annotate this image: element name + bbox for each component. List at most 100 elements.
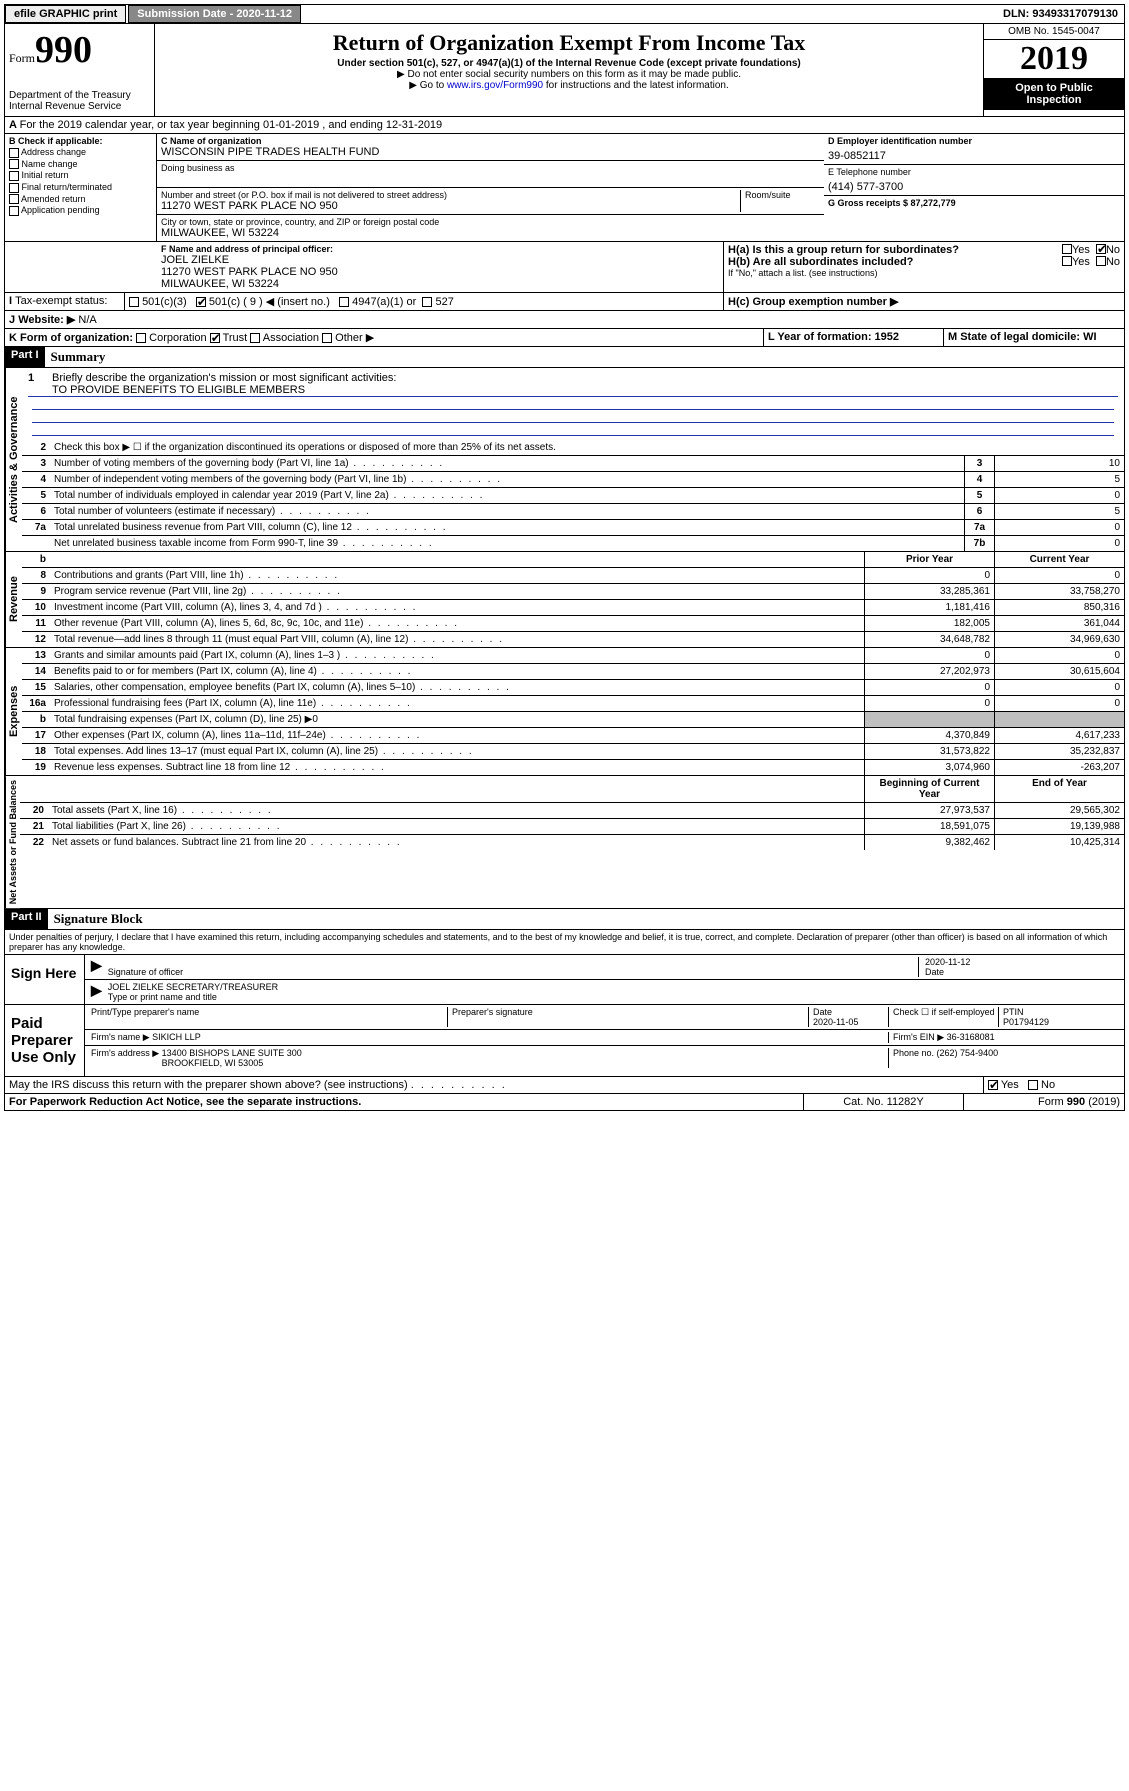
hb-no-checkbox[interactable]: [1096, 256, 1106, 266]
form-title: Return of Organization Exempt From Incom…: [161, 30, 977, 56]
501c-checkbox[interactable]: [196, 297, 206, 307]
yes-label: Yes: [1072, 244, 1090, 256]
officer-name: JOEL ZIELKE: [161, 254, 719, 266]
other-checkbox[interactable]: [322, 333, 332, 343]
firm-ein: Firm's EIN ▶ 36-3168081: [888, 1032, 1118, 1043]
opt-label: Trust: [223, 332, 248, 344]
opt-label: 501(c) ( 9 ) ◀ (insert no.): [209, 296, 330, 308]
paperwork-notice: For Paperwork Reduction Act Notice, see …: [5, 1094, 804, 1110]
section-b-label: B Check if applicable:: [9, 136, 152, 146]
current-year-header: Current Year: [994, 552, 1124, 567]
ha-yes-checkbox[interactable]: [1062, 244, 1072, 254]
j-label: J: [9, 314, 15, 326]
501c3-checkbox[interactable]: [129, 297, 139, 307]
line-2-text: Check this box ▶ ☐ if the organization d…: [50, 440, 1124, 455]
firm-addr: 13400 BISHOPS LANE SUITE 300 BROOKFIELD,…: [162, 1048, 302, 1068]
4947-checkbox[interactable]: [339, 297, 349, 307]
dept-label: Department of the Treasury Internal Reve…: [9, 90, 150, 112]
mission-label: Briefly describe the organization's miss…: [52, 372, 396, 384]
hc-label: H(c) Group exemption number ▶: [724, 293, 1124, 310]
ptin-label: PTIN: [1003, 1007, 1024, 1017]
name-change-checkbox[interactable]: [9, 159, 19, 169]
efile-button[interactable]: efile GRAPHIC print: [5, 5, 126, 23]
chk-label: Final return/terminated: [22, 182, 113, 192]
city-label: City or town, state or province, country…: [161, 217, 820, 227]
527-checkbox[interactable]: [422, 297, 432, 307]
hb-label: H(b) Are all subordinates included?: [728, 256, 1062, 268]
org-name: WISCONSIN PIPE TRADES HEALTH FUND: [161, 146, 820, 158]
section-b: B Check if applicable: Address change Na…: [5, 134, 157, 241]
dln: DLN: 93493317079130: [997, 6, 1124, 22]
application-pending-checkbox[interactable]: [9, 206, 19, 216]
line-1-num: 1: [28, 372, 52, 384]
mission-text: TO PROVIDE BENEFITS TO ELIGIBLE MEMBERS: [28, 384, 1118, 397]
room-label: Room/suite: [740, 190, 820, 212]
line-2-num: 2: [22, 440, 50, 455]
subtitle-1: Under section 501(c), 527, or 4947(a)(1)…: [161, 58, 977, 69]
year-formation: L Year of formation: 1952: [764, 329, 944, 346]
chk-label: Initial return: [22, 170, 69, 180]
part1-title: Summary: [45, 347, 112, 367]
state-domicile: M State of legal domicile: WI: [944, 329, 1124, 346]
firm-phone: Phone no. (262) 754-9400: [888, 1048, 1118, 1068]
tax-exempt-label: I Tax-exempt status:: [5, 293, 125, 310]
chk-label: Application pending: [21, 205, 100, 215]
net-assets-label: Net Assets or Fund Balances: [5, 776, 20, 908]
ein-value: 39-0852117: [828, 150, 1120, 162]
goto-prefix: ▶ Go to: [409, 80, 447, 91]
final-return-checkbox[interactable]: [9, 183, 19, 193]
corp-checkbox[interactable]: [136, 333, 146, 343]
submission-date: Submission Date - 2020-11-12: [128, 5, 301, 23]
initial-return-checkbox[interactable]: [9, 171, 19, 181]
chk-label: Name change: [22, 159, 78, 169]
perjury-text: Under penalties of perjury, I declare th…: [5, 930, 1124, 954]
sig-officer-label: Signature of officer: [108, 967, 183, 977]
opt-label: 501(c)(3): [142, 296, 187, 308]
tax-year: 2019: [984, 40, 1124, 78]
right-block: D Employer identification number 39-0852…: [824, 134, 1124, 241]
sig-date: 2020-11-12: [925, 957, 1118, 967]
website-value: N/A: [78, 314, 96, 326]
no-label: No: [1106, 244, 1120, 256]
website-label: Website: ▶: [18, 314, 75, 326]
hb-yes-checkbox[interactable]: [1062, 256, 1072, 266]
org-address: 11270 WEST PARK PLACE NO 950: [161, 200, 740, 212]
b-label: b: [22, 552, 50, 567]
addr-label: Number and street (or P.O. box if mail i…: [161, 190, 740, 200]
no-label: No: [1041, 1079, 1055, 1091]
prep-date-label: Date: [813, 1007, 832, 1017]
ptin-value: P01794129: [1003, 1017, 1049, 1027]
yes-label: Yes: [1001, 1079, 1019, 1091]
firm-name: SIKICH LLP: [152, 1032, 201, 1042]
opt-label: 4947(a)(1) or: [352, 296, 416, 308]
goto-suffix: for instructions and the latest informat…: [543, 80, 729, 91]
form-word: Form: [9, 51, 35, 65]
form-footer: Form 990 (2019): [964, 1094, 1124, 1110]
part2-tag: Part II: [5, 909, 48, 929]
prep-date: 2020-11-05: [813, 1017, 858, 1027]
instructions-link[interactable]: www.irs.gov/Form990: [447, 80, 543, 91]
discuss-text: May the IRS discuss this return with the…: [9, 1079, 408, 1091]
ha-no-checkbox[interactable]: [1096, 244, 1106, 254]
discuss-yes-checkbox[interactable]: [988, 1080, 998, 1090]
open-inspection: Open to Public Inspection: [984, 78, 1124, 110]
opt-label: Other ▶: [335, 332, 374, 344]
cat-no: Cat. No. 11282Y: [804, 1094, 964, 1110]
amended-return-checkbox[interactable]: [9, 194, 19, 204]
ha-label: H(a) Is this a group return for subordin…: [728, 244, 1062, 256]
discuss-no-checkbox[interactable]: [1028, 1080, 1038, 1090]
assoc-checkbox[interactable]: [250, 333, 260, 343]
revenue-label: Revenue: [5, 552, 22, 647]
yes-label: Yes: [1072, 256, 1090, 268]
subtitle-2: ▶ Do not enter social security numbers o…: [161, 69, 977, 80]
no-label: No: [1106, 256, 1120, 268]
top-bar: efile GRAPHIC print Submission Date - 20…: [4, 4, 1125, 24]
trust-checkbox[interactable]: [210, 333, 220, 343]
sig-date-label: Date: [925, 967, 944, 977]
k-label: K Form of organization:: [9, 332, 133, 344]
form-header: Form990 Department of the Treasury Inter…: [4, 24, 1125, 117]
sig-name-label: Type or print name and title: [108, 992, 217, 1002]
address-change-checkbox[interactable]: [9, 148, 19, 158]
chk-label: Amended return: [21, 194, 86, 204]
sign-here-label: Sign Here: [5, 955, 85, 1004]
